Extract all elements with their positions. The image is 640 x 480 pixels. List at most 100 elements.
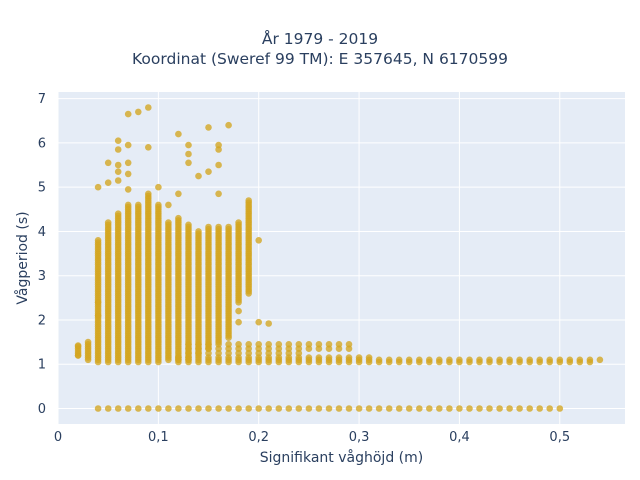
data-point	[255, 318, 262, 326]
data-point	[135, 108, 142, 116]
data-point	[94, 299, 102, 306]
data-point	[426, 405, 433, 412]
data-point	[195, 172, 202, 180]
data-point	[245, 358, 252, 366]
data-point	[506, 405, 513, 412]
data-point	[135, 405, 142, 412]
data-point	[456, 405, 463, 412]
y-tick-label: 1	[38, 358, 46, 373]
data-point	[225, 358, 232, 366]
data-point	[155, 405, 162, 412]
data-point	[536, 405, 543, 412]
data-point	[215, 358, 222, 366]
data-point	[104, 405, 112, 412]
y-axis-ticks: 0 1 2 3 4 5 6 7	[38, 92, 46, 417]
data-point	[335, 345, 343, 353]
data-point	[135, 201, 142, 209]
data-point	[245, 197, 252, 204]
data-point	[185, 358, 192, 366]
data-point	[305, 358, 313, 366]
data-point	[375, 358, 383, 366]
data-point	[516, 358, 523, 366]
x-axis-ticks: 0 0,1 0,2 0,3 0,4 0,5	[54, 430, 570, 445]
data-point	[456, 358, 463, 366]
data-point	[446, 358, 453, 366]
data-point	[466, 358, 473, 366]
data-point	[225, 405, 232, 412]
data-point	[546, 405, 553, 412]
data-point	[355, 405, 363, 412]
x-tick-label: 0,4	[449, 430, 470, 445]
data-point	[205, 405, 212, 412]
data-point	[215, 161, 222, 169]
data-point	[215, 190, 222, 198]
data-point	[74, 342, 82, 349]
data-point	[215, 223, 222, 231]
data-point	[215, 146, 222, 153]
y-axis-label: Vågperiod (s)	[14, 211, 31, 304]
plot-area	[58, 92, 625, 424]
data-point	[305, 345, 313, 353]
data-point	[355, 358, 363, 366]
data-point	[185, 405, 192, 412]
data-point	[165, 219, 172, 226]
y-tick-label: 3	[38, 269, 46, 284]
data-point	[385, 358, 393, 366]
data-point	[205, 124, 212, 131]
data-point	[215, 405, 222, 412]
data-point	[496, 405, 503, 412]
y-tick-label: 5	[38, 181, 46, 196]
data-point	[114, 168, 122, 175]
data-point	[446, 405, 453, 412]
data-point	[175, 130, 182, 138]
data-point	[225, 223, 232, 231]
data-point	[235, 405, 242, 412]
data-point	[265, 405, 273, 412]
data-point	[275, 358, 283, 366]
data-point	[155, 183, 162, 191]
data-point	[596, 356, 604, 364]
data-point	[185, 150, 192, 158]
data-point	[255, 237, 262, 244]
data-point	[416, 405, 423, 412]
data-point	[225, 121, 232, 129]
x-tick-label: 0,1	[148, 430, 169, 445]
data-point	[285, 358, 293, 366]
data-point	[205, 358, 212, 366]
data-point	[345, 405, 353, 412]
data-point	[395, 405, 403, 412]
data-point	[315, 358, 323, 366]
data-point	[526, 358, 533, 366]
data-point	[255, 358, 262, 366]
data-point	[124, 159, 132, 167]
data-point	[185, 221, 192, 229]
data-point	[466, 405, 473, 412]
data-point	[205, 168, 212, 175]
data-point	[124, 405, 132, 412]
data-point	[556, 405, 564, 412]
data-point	[235, 358, 242, 366]
data-point	[104, 179, 112, 186]
data-point	[526, 405, 533, 412]
y-tick-label: 7	[38, 92, 46, 107]
data-point	[315, 345, 323, 353]
data-point	[195, 405, 202, 412]
data-point	[175, 214, 182, 222]
data-point	[275, 405, 283, 412]
data-point	[175, 405, 182, 412]
data-point	[566, 358, 574, 366]
y-tick-label: 0	[38, 402, 46, 417]
x-tick-label: 0,2	[248, 430, 269, 445]
data-point	[145, 104, 152, 111]
data-point	[295, 358, 303, 366]
data-point	[536, 358, 543, 366]
data-point	[365, 405, 373, 412]
data-point	[285, 405, 293, 412]
y-tick-label: 6	[38, 136, 46, 151]
data-point	[476, 358, 483, 366]
data-point	[335, 358, 343, 366]
data-point	[375, 405, 383, 412]
data-point	[345, 345, 353, 353]
data-points	[74, 104, 604, 412]
data-point	[506, 358, 513, 366]
